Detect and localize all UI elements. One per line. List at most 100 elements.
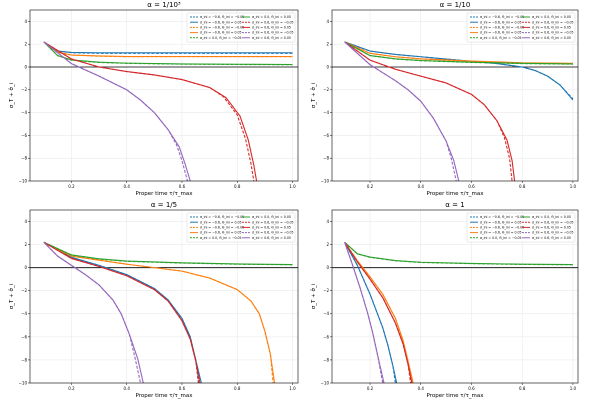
- x-tick-label: 0.2: [68, 386, 75, 391]
- x-tick-label: 0.8: [519, 386, 526, 391]
- y-tick-label: 2: [24, 42, 27, 47]
- legend-entry: σ_ini = 0.6, Θ_ini = 0.05: [532, 236, 571, 240]
- legend-box: [466, 212, 576, 243]
- legend-entry: σ_ini = 0.6, Θ_ini = −0.05: [532, 31, 574, 35]
- legend-entry: σ_ini = −0.6, Θ_ini = −0.05: [200, 26, 244, 30]
- y-tick-label: −10: [19, 380, 28, 385]
- legend-entry: σ_ini = 0.6, Θ_ini = 0.05: [252, 36, 291, 40]
- legend-entry: σ_ini = −0.6, Θ_ini = 0.05: [480, 231, 522, 235]
- series-line-purple-solid: [43, 41, 191, 181]
- series-group: [43, 41, 293, 181]
- y-tick-label: −2: [323, 87, 329, 92]
- series-line-green-dashed: [344, 241, 573, 266]
- series-line-purple-dashed: [344, 41, 457, 181]
- legend-entry: σ_ini = −0.6, Θ_ini = −0.05: [200, 215, 244, 219]
- subplot-3: 0.2 0.4 0.6 0.8 1.0 4 2 0 −2 −4 −6 −8 −10 α = 1/5 Prop…: [9, 201, 299, 399]
- y-tick-label: −8: [21, 156, 27, 161]
- x-tick-label: 0.6: [468, 386, 475, 391]
- x-tick-label: 0.2: [367, 184, 374, 189]
- legend-entry: σ_ini = 0.0, Θ_ini = −0.05: [200, 236, 242, 240]
- legend-box: [466, 12, 576, 43]
- series-line-blue-solid: [344, 242, 398, 383]
- subplot-title: α = 1/10: [440, 1, 471, 9]
- axes-frame: [29, 9, 299, 182]
- series-line-purple-solid: [43, 241, 144, 383]
- y-tick-label: −6: [21, 334, 27, 339]
- legend-entry: σ_ini = 0.0, Θ_ini = −0.05: [200, 36, 242, 40]
- legend-entry: σ_ini = 0.6, Θ_ini = 0.05: [252, 236, 291, 240]
- y-tick-label: 0: [24, 64, 27, 69]
- series-line-blue-solid: [344, 41, 574, 101]
- x-axis-label: Proper time τ/τ_max: [136, 191, 194, 197]
- legend-entry: σ_ini = 0.6, Θ_ini = −0.05: [252, 220, 294, 224]
- y-tick-label: 4: [326, 19, 329, 24]
- y-tick-label: 0: [326, 265, 329, 270]
- series-line-green-solid: [43, 241, 293, 266]
- series-line-red-solid: [43, 241, 201, 383]
- legend-entry: σ_ini = −0.6, Θ_ini = 0.05: [200, 231, 242, 235]
- legend-box: [186, 12, 296, 43]
- legend-entry: σ_ini = 0.0, Θ_ini = 0.05: [252, 15, 291, 19]
- legend-entry: σ_ini = −0.6, Θ_ini = 0.05: [480, 20, 522, 24]
- legend: σ_ini = −0.6, Θ_ini = −0.05 σ_ini = −0.6,…: [466, 12, 576, 43]
- legend-entry: σ_ini = 0.0, Θ_ini = −0.05: [480, 236, 522, 240]
- series-line-orange-solid: [43, 241, 276, 383]
- series-line-green-solid: [344, 241, 573, 266]
- legend-entry: σ_ini = 0.6, Θ_ini = 0.05: [252, 26, 291, 30]
- y-tick-label: −2: [21, 288, 27, 293]
- x-tick-label: 0.4: [418, 184, 425, 189]
- y-tick-label: −8: [323, 156, 329, 161]
- y-tick-label: −10: [321, 178, 330, 183]
- legend: σ_ini = −0.6, Θ_ini = −0.05 σ_ini = −0.6,…: [466, 212, 576, 243]
- legend-entry: σ_ini = 0.6, Θ_ini = −0.05: [252, 231, 294, 235]
- y-axis-label: σ_T + σ̂_i: [9, 82, 15, 108]
- series-line-orange-solid: [43, 41, 293, 58]
- legend-box: [186, 212, 296, 243]
- legend-entry: σ_ini = 0.6, Θ_ini = −0.05: [532, 231, 574, 235]
- y-axis-label: σ_T + σ̂_i: [311, 283, 317, 309]
- axes-frame: [331, 9, 579, 182]
- legend-entry: σ_ini = −0.6, Θ_ini = 0.05: [200, 220, 242, 224]
- legend-entry: σ_ini = −0.6, Θ_ini = −0.05: [480, 215, 524, 219]
- series-line-red-dashed: [344, 241, 412, 383]
- series-line-purple-dashed: [43, 41, 189, 181]
- y-tick-label: −4: [323, 311, 329, 316]
- x-axis-label: Proper time τ/τ_max: [136, 393, 194, 399]
- series-line-purple-solid: [344, 242, 385, 383]
- x-tick-label: 0.6: [179, 386, 186, 391]
- series-line-green-solid: [344, 41, 573, 65]
- y-tick-label: 2: [326, 42, 329, 47]
- legend-entry: σ_ini = −0.6, Θ_ini = −0.05: [480, 26, 524, 30]
- subplot-title: α = 1: [445, 201, 464, 209]
- x-tick-label: 0.6: [179, 184, 186, 189]
- series-line-orange-solid: [344, 241, 414, 383]
- subplot-title: α = 1/5: [151, 201, 177, 209]
- y-tick-label: −4: [21, 311, 27, 316]
- x-axis-label: Proper time τ/τ_max: [427, 191, 485, 197]
- legend-entry: σ_ini = −0.6, Θ_ini = 0.05: [200, 31, 242, 35]
- axes-frame: [29, 209, 299, 384]
- legend-entry: σ_ini = 0.0, Θ_ini = −0.05: [480, 36, 522, 40]
- x-axis-label: Proper time τ/τ_max: [427, 393, 485, 399]
- axes-frame: [331, 209, 579, 384]
- x-tick-label: 0.2: [367, 386, 374, 391]
- x-tick-label: 1.0: [570, 386, 577, 391]
- legend: σ_ini = −0.6, Θ_ini = −0.05σ_ini = −0.6,…: [186, 12, 296, 43]
- x-tick-label: 0.6: [468, 184, 475, 189]
- legend-entry: σ_ini = −0.6, Θ_ini = −0.05: [200, 226, 244, 230]
- legend-entry: σ_ini = 0.6, Θ_ini = −0.05: [252, 20, 294, 24]
- x-tick-label: 1.0: [289, 184, 296, 189]
- series-line-red-solid: [43, 41, 258, 181]
- series-line-blue-dashed: [43, 41, 293, 54]
- y-axis-label: σ_T + σ̂_i: [9, 283, 15, 309]
- series-group: [43, 241, 293, 383]
- y-tick-label: −8: [21, 357, 27, 362]
- legend-entry: σ_ini = 0.0, Θ_ini = 0.05: [252, 215, 291, 219]
- series-line-red-solid: [344, 41, 516, 181]
- legend-entry: σ_ini = 0.6, Θ_ini = 0.05: [532, 226, 571, 230]
- legend-entry: σ_ini = 0.0, Θ_ini = 0.05: [532, 15, 571, 19]
- series-group: [344, 41, 574, 181]
- legend-entry: σ_ini = 0.6, Θ_ini = 0.05: [252, 226, 291, 230]
- series-line-orange-solid: [344, 41, 573, 64]
